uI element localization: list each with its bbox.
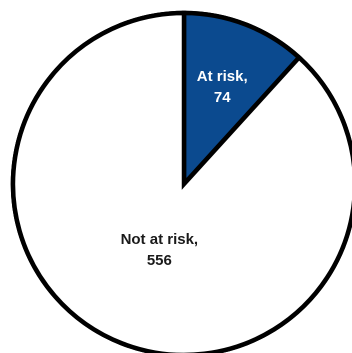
pie-label-name: Not at risk, [121, 231, 199, 248]
pie-labels: At risk, 74 Not at risk, 556 [121, 68, 248, 269]
pie-slices [10, 10, 352, 353]
pie-label-name: At risk, [197, 68, 248, 85]
pie-label-not-at-risk: Not at risk, 556 [121, 231, 199, 269]
pie-label-value: 556 [147, 252, 172, 269]
pie-label-at-risk: At risk, 74 [197, 68, 248, 106]
pie-slice-at-risk [181, 10, 303, 190]
pie-label-value: 74 [214, 89, 231, 106]
pie-slice-not-at-risk [10, 10, 352, 353]
